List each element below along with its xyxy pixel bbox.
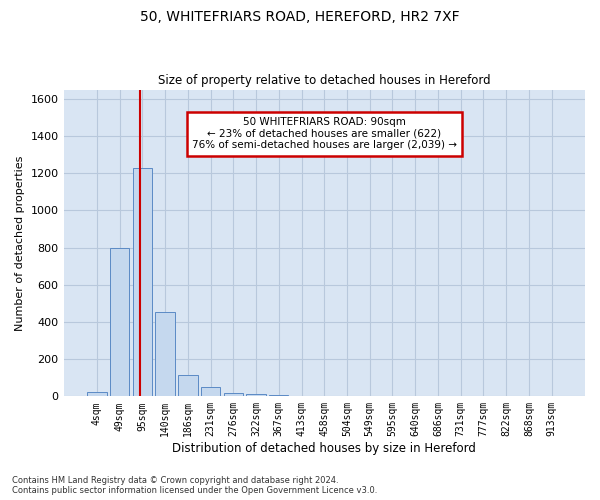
Bar xyxy=(110,248,130,396)
Bar xyxy=(87,392,107,396)
Text: 50 WHITEFRIARS ROAD: 90sqm
← 23% of detached houses are smaller (622)
76% of sem: 50 WHITEFRIARS ROAD: 90sqm ← 23% of deta… xyxy=(192,117,457,150)
Bar xyxy=(133,168,152,396)
Y-axis label: Number of detached properties: Number of detached properties xyxy=(15,156,25,330)
Text: 50, WHITEFRIARS ROAD, HEREFORD, HR2 7XF: 50, WHITEFRIARS ROAD, HEREFORD, HR2 7XF xyxy=(140,10,460,24)
Bar xyxy=(224,392,243,396)
Title: Size of property relative to detached houses in Hereford: Size of property relative to detached ho… xyxy=(158,74,491,87)
X-axis label: Distribution of detached houses by size in Hereford: Distribution of detached houses by size … xyxy=(172,442,476,455)
Text: Contains HM Land Registry data © Crown copyright and database right 2024.
Contai: Contains HM Land Registry data © Crown c… xyxy=(12,476,377,495)
Bar xyxy=(178,375,197,396)
Bar xyxy=(247,394,266,396)
Bar xyxy=(269,395,289,396)
Bar xyxy=(201,387,220,396)
Bar xyxy=(155,312,175,396)
